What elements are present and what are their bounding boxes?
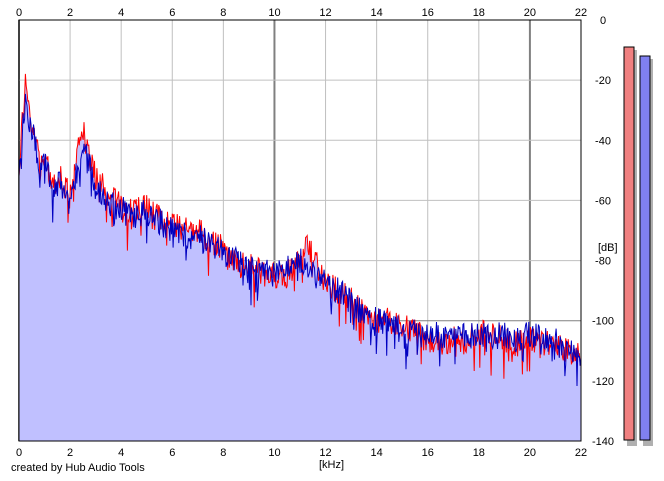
x-tick-label-top: 14 <box>371 7 383 19</box>
y-tick-label: -40 <box>595 135 611 147</box>
y-tick-labels: 0 -20 -40 -60 -80 -100 -120 -140 <box>592 15 614 448</box>
x-tick-label-top: 18 <box>473 7 485 19</box>
x-tick-label-bottom: 2 <box>67 447 73 459</box>
x-tick-label-bottom: 0 <box>16 447 22 459</box>
y-tick-label: -80 <box>595 256 611 268</box>
x-tick-label-bottom: 6 <box>169 447 175 459</box>
x-tick-label-top: 10 <box>268 7 280 19</box>
x-tick-label-bottom: 12 <box>319 447 331 459</box>
x-tick-label-bottom: 8 <box>220 447 226 459</box>
series-line-right <box>18 93 582 387</box>
x-tick-label-bottom: 10 <box>268 447 280 459</box>
level-meter-right <box>639 55 651 441</box>
x-tick-label-top: 2 <box>67 7 73 19</box>
y-tick-label: -140 <box>592 436 614 448</box>
x-tick-label-top: 8 <box>220 7 226 19</box>
x-tick-label-top: 16 <box>422 7 434 19</box>
level-meters <box>623 46 653 446</box>
plot-frame <box>18 19 582 442</box>
x-tick-label-top: 22 <box>575 7 587 19</box>
x-axis-unit-label: [kHz] <box>319 459 344 471</box>
y-tick-label: -60 <box>595 195 611 207</box>
x-tick-label-bottom: 20 <box>524 447 536 459</box>
y-tick-label: -120 <box>592 376 614 388</box>
y-tick-label: 0 <box>600 15 606 27</box>
y-tick-label: -20 <box>595 75 611 87</box>
x-tick-label-bottom: 16 <box>422 447 434 459</box>
x-tick-label-bottom: 4 <box>118 447 124 459</box>
series-lines <box>18 73 582 387</box>
x-tick-label-bottom: 22 <box>575 447 587 459</box>
x-tick-label-top: 6 <box>169 7 175 19</box>
x-tick-label-top: 4 <box>118 7 124 19</box>
x-tick-label-bottom: 14 <box>371 447 383 459</box>
x-tick-label-bottom: 18 <box>473 447 485 459</box>
x-tick-label-top: 0 <box>16 7 22 19</box>
x-tick-label-top: 20 <box>524 7 536 19</box>
level-meter-left <box>623 46 635 441</box>
credit-text: created by Hub Audio Tools <box>11 462 145 474</box>
y-tick-label: -100 <box>592 316 614 328</box>
y-axis-unit-label: [dB] <box>598 242 618 254</box>
x-tick-label-top: 12 <box>319 7 331 19</box>
